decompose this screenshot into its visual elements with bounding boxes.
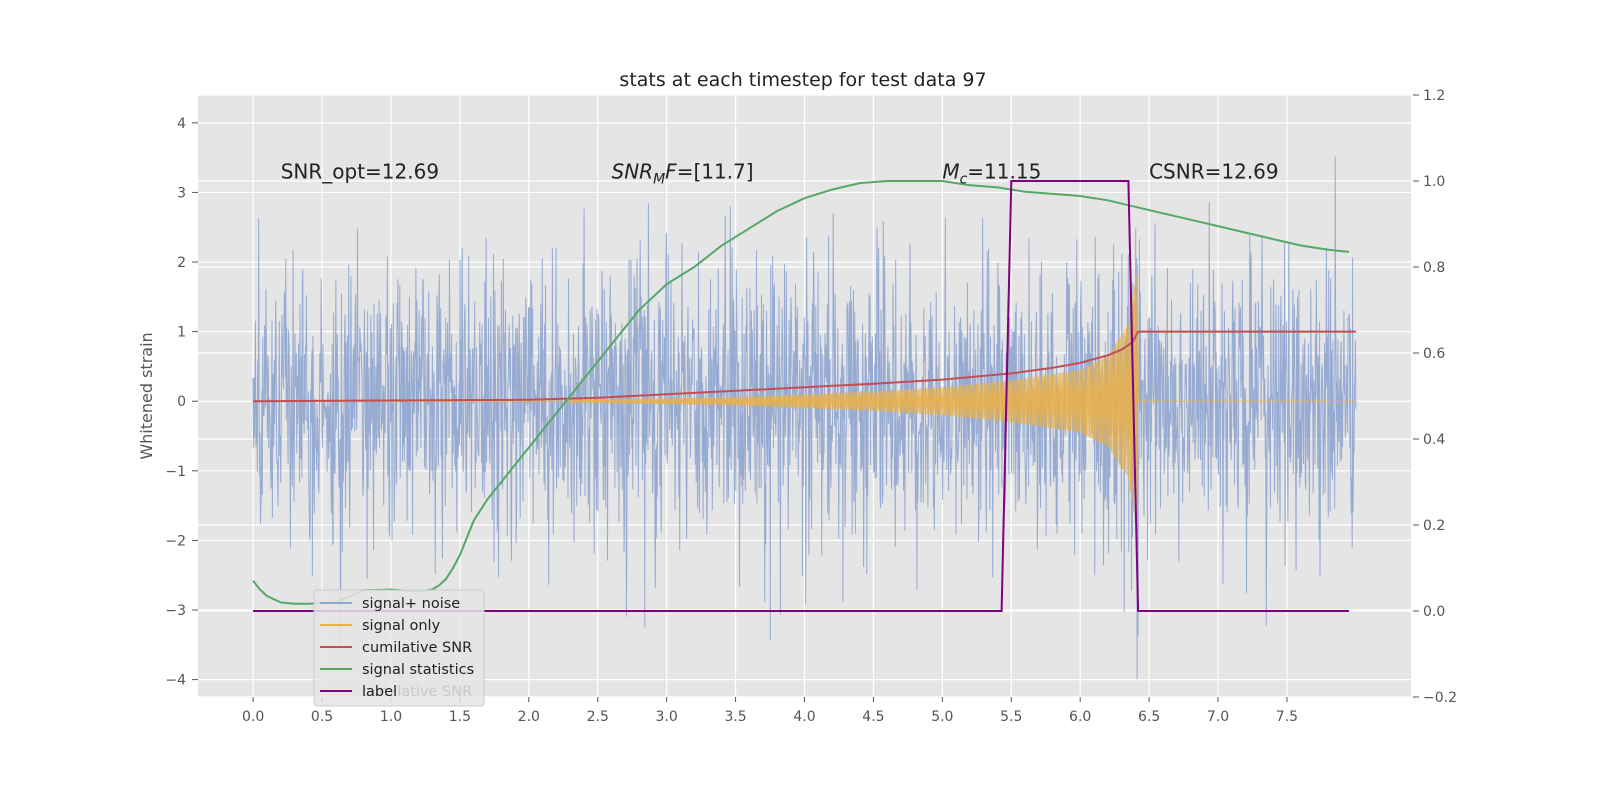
- x-tick-label-13: 6.5: [1138, 709, 1160, 725]
- y-tick-label-1: −3: [165, 603, 186, 619]
- y-tick-label-4: 0: [177, 394, 186, 410]
- y2-tick-label-3: 0.4: [1423, 432, 1445, 448]
- y2-tick-label-1: 0.0: [1423, 604, 1445, 620]
- x-tick-label-5: 2.5: [587, 709, 609, 725]
- x-tick-label-9: 4.5: [862, 709, 884, 725]
- annotation-0: SNR_opt=12.69: [281, 160, 439, 184]
- x-tick-label-8: 4.0: [793, 709, 815, 725]
- x-tick-label-1: 0.5: [311, 709, 333, 725]
- y-axis-right: −0.2 0.0 0.2 0.4 0.6 0.8 1.0 1.2: [1413, 88, 1457, 706]
- y-tick-label-6: 2: [177, 255, 186, 271]
- x-tick-label-7: 3.5: [724, 709, 746, 725]
- y2-tick-label-5: 0.8: [1423, 260, 1445, 276]
- y-axis-label: Whitened strain: [137, 332, 156, 459]
- y2-tick-label-2: 0.2: [1423, 518, 1445, 534]
- y2-tick-label-7: 1.2: [1423, 88, 1445, 104]
- x-tick-label-10: 5.0: [931, 709, 953, 725]
- series-signal-noise-line: [252, 156, 1357, 680]
- y2-tick-label-0: −0.2: [1423, 690, 1457, 706]
- y2-tick-label-6: 1.0: [1423, 174, 1445, 190]
- y-tick-label-0: −4: [165, 673, 186, 689]
- legend-label-2: cumilative SNR: [362, 640, 472, 656]
- y-tick-label-5: 1: [177, 325, 186, 341]
- x-tick-label-12: 6.0: [1069, 709, 1091, 725]
- y-axis-left: −4 −3 −2 −1 0 1 2 3 4: [165, 116, 198, 689]
- y-tick-label-8: 4: [177, 116, 186, 132]
- legend-ghost-text: cumilative SNR: [362, 684, 472, 700]
- legend-label-0: signal+ noise: [362, 596, 460, 612]
- annotation-2: Mc=11.15: [942, 160, 1041, 188]
- x-tick-label-2: 1.0: [380, 709, 402, 725]
- x-axis: 0.0 0.5 1.0 1.5 2.0 2.5 3.0 3.5 4.0 4.5 5.0 5.5 6.0 6…: [242, 697, 1298, 725]
- annotation-3: CSNR=12.69: [1149, 160, 1279, 184]
- x-tick-label-14: 7.0: [1207, 709, 1229, 725]
- series-line-2: [253, 330, 1356, 403]
- legend-label-4: label: [362, 684, 397, 700]
- chart-title: stats at each timestep for test data 97: [619, 69, 986, 91]
- x-tick-label-4: 2.0: [518, 709, 540, 725]
- y-tick-label-7: 3: [177, 185, 186, 201]
- signal-noise-series: [252, 156, 1357, 680]
- legend: cumilative SNR signal+ noise signal only cu…: [313, 589, 485, 707]
- annotation-1: SNRMF=[11.7]: [612, 160, 754, 188]
- y-tick-label-2: −2: [165, 533, 186, 549]
- series-line-4: [253, 180, 1349, 612]
- x-tick-label-6: 3.0: [656, 709, 678, 725]
- legend-label-1: signal only: [362, 618, 441, 634]
- x-tick-label-15: 7.5: [1276, 709, 1298, 725]
- x-tick-label-3: 1.5: [449, 709, 471, 725]
- legend-label-3: signal statistics: [362, 662, 474, 678]
- legend-box: [313, 589, 485, 707]
- annotations: SNR_opt=12.69 SNRMF=[11.7] Mc=11.15 CSNR=12…: [281, 160, 1279, 188]
- x-tick-label-11: 5.5: [1000, 709, 1022, 725]
- x-tick-label-0: 0.0: [242, 709, 264, 725]
- y2-tick-label-4: 0.6: [1423, 346, 1445, 362]
- y-tick-label-3: −1: [165, 464, 186, 480]
